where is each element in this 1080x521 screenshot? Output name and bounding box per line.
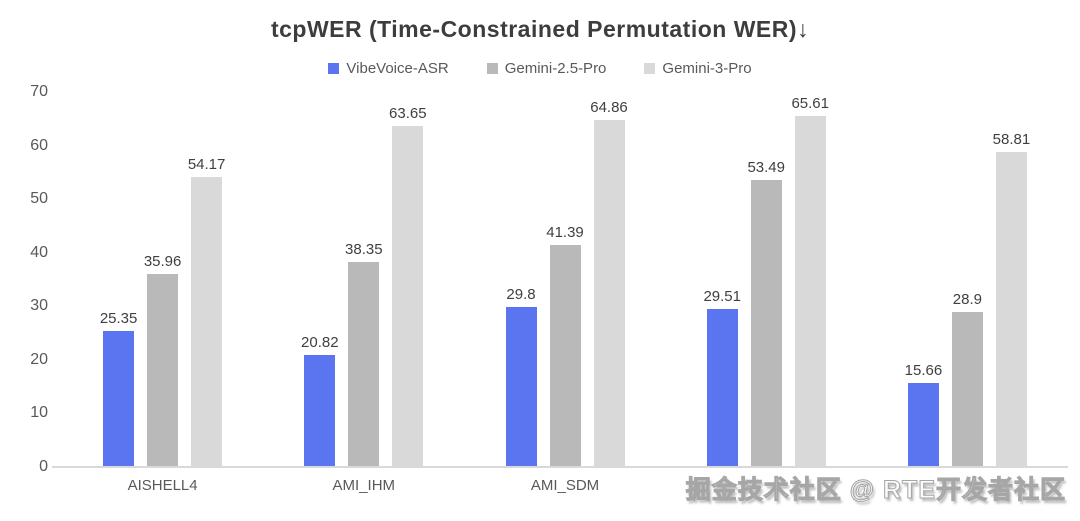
watermark: 掘金技术社区 @ RTE开发者社区 [685,476,1066,505]
x-axis-labels: AISHELL4 AMI_IHM AMI_SDM [62,477,1068,494]
bar-gemini-3-pro [191,176,223,467]
bar-slot: 63.65 [389,92,427,467]
bar-slot: 53.49 [747,92,785,467]
bar-slot: 64.86 [590,92,628,467]
y-axis-tick: 10 [30,404,48,422]
bar-group: 29.51 53.49 65.61 [666,92,867,467]
legend-label: Gemini-2.5-Pro [504,60,607,77]
y-axis-tick: 0 [39,458,48,475]
bar-vibevoice-asr [103,331,135,467]
bar-value-label: 15.66 [904,362,943,380]
y-axis-tick: 60 [30,136,48,154]
y-axis-tick: 70 [30,83,48,100]
legend-item-vibevoice-asr: VibeVoice-ASR [328,60,449,77]
bar-value-label: 29.8 [506,286,536,304]
legend-swatch-icon [486,63,498,74]
bar-slot: 41.39 [546,92,584,467]
bar-value-label: 28.9 [952,291,982,309]
bar-gemini-2.5-pro [147,274,179,467]
legend-label: Gemini-3-Pro [662,60,752,77]
bar-slot: 38.35 [345,92,383,467]
legend-label: VibeVoice-ASR [346,60,449,77]
bar-slot: 28.9 [951,92,983,467]
plot-area: 25.35 35.96 54.17 20.82 38.35 63.65 29.8 41.39 6… [52,92,1068,468]
bar-slot: 35.96 [144,92,181,467]
bar-gemini-3-pro [392,126,424,467]
bar-vibevoice-asr [907,383,939,467]
bar-gemini-2.5-pro [750,180,782,467]
bar-slot: 58.81 [993,92,1030,467]
legend-item-gemini-2.5-pro: Gemini-2.5-Pro [486,60,607,77]
bar-value-label: 63.65 [389,105,427,123]
bar-value-label: 35.96 [143,253,182,271]
bar-value-label: 38.35 [345,240,383,258]
bar-value-label: 20.82 [301,334,339,352]
y-axis-tick: 20 [30,350,48,368]
legend-item-gemini-3-pro: Gemini-3-Pro [644,60,752,77]
chart-title: tcpWER (Time-Constrained Permutation WER… [270,16,810,42]
legend-swatch-icon [644,63,656,74]
bar-value-label: 41.39 [546,224,584,242]
bar-value-label: 64.86 [590,98,628,116]
bar-gemini-2.5-pro [951,312,983,467]
bar-slot: 20.82 [301,92,339,467]
chart-legend: VibeVoice-ASR Gemini-2.5-Pro Gemini-3-Pro [0,60,1080,77]
bar-gemini-2.5-pro [348,261,380,467]
bar-value-label: 53.49 [747,159,785,177]
bar-slot: 29.51 [703,92,741,467]
x-axis-line [52,466,1068,468]
bar-value-label: 25.35 [99,310,138,328]
bar-gemini-2.5-pro [549,245,581,467]
bar-slot: 54.17 [188,92,225,467]
bar-group: 25.35 35.96 54.17 [62,92,263,467]
y-axis-tick: 40 [30,243,48,261]
bar-slot: 65.61 [791,92,829,467]
bar-group: 29.8 41.39 64.86 [464,92,665,467]
x-axis-label: AISHELL4 [127,477,198,494]
bar-gemini-3-pro [794,115,826,467]
bar-vibevoice-asr [505,307,537,467]
legend-swatch-icon [328,63,340,74]
bar-value-label: 65.61 [791,94,829,112]
bar-slot: 25.35 [100,92,137,467]
x-axis-label: AMI_SDM [530,477,600,494]
bar-value-label: 54.17 [187,155,226,173]
y-axis-tick: 50 [30,190,48,208]
y-axis-tick: 30 [30,297,48,315]
bar-vibevoice-asr [304,355,336,467]
bar-vibevoice-asr [706,308,738,467]
bar-value-label: 29.51 [703,287,741,305]
x-axis-label: AMI_IHM [332,477,396,494]
bar-slot: 29.8 [505,92,537,467]
bar-value-label: 58.81 [992,130,1031,148]
bar-group: 20.82 38.35 63.65 [263,92,464,467]
y-axis: 0 10 20 30 40 50 60 70 [0,84,48,475]
bar-slot: 15.66 [905,92,942,467]
bar-gemini-3-pro [593,119,625,467]
bar-gemini-3-pro [995,151,1027,467]
bar-group: 15.66 28.9 58.81 [867,92,1068,467]
